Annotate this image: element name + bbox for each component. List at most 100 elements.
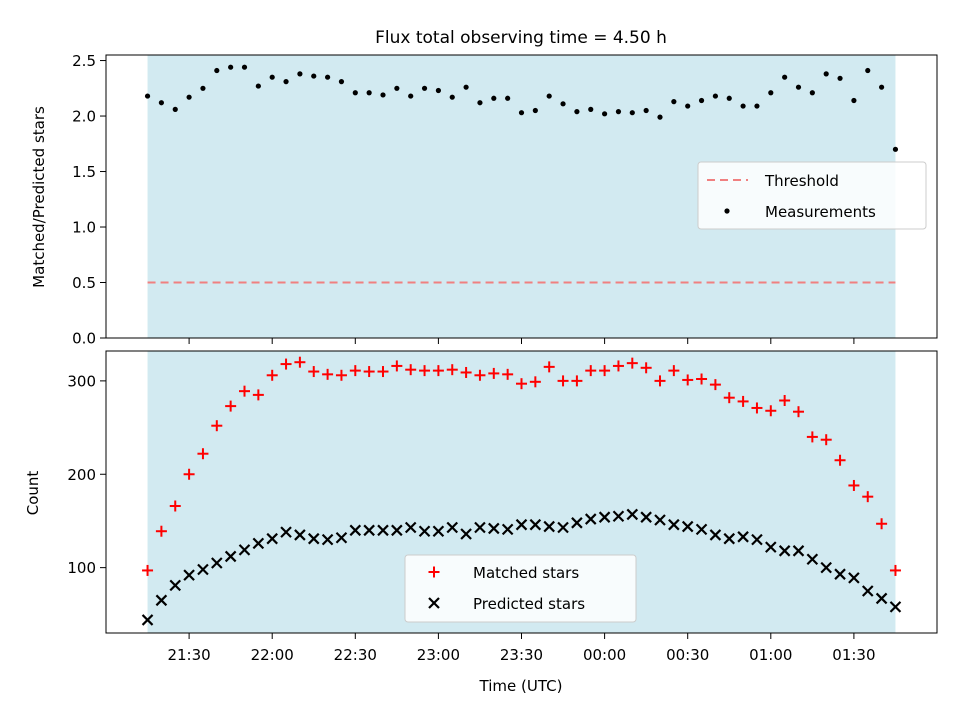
measurement-point (754, 103, 760, 109)
measurement-point (338, 79, 345, 85)
matched-star-point (876, 518, 888, 530)
ratio-y-axis-label: Matched/Predicted stars (30, 106, 48, 288)
x-axis-label: Time (UTC) (479, 677, 563, 695)
predicted-star-point (446, 521, 459, 534)
measurement-point (795, 84, 802, 90)
predicted-star-point (238, 544, 251, 556)
measurement-point (518, 110, 525, 116)
matched-star-point (377, 366, 389, 378)
predicted-star-point (557, 521, 569, 534)
predicted-star-point (640, 511, 652, 523)
matched-star-point (612, 360, 624, 372)
measurement-point (214, 67, 220, 74)
predicted-star-point (792, 545, 805, 557)
measurement-point (366, 90, 372, 96)
predicted-star-point (889, 601, 902, 613)
y-tick-label: 1.0 (72, 219, 96, 237)
measurement-point (241, 64, 248, 70)
x-tick-label: 22:30 (334, 646, 377, 664)
matched-star-point (820, 434, 832, 446)
matched-star-point (322, 368, 334, 380)
predicted-star-point (723, 532, 736, 545)
legend-matched-swatch (428, 566, 440, 578)
predicted-star-point (252, 537, 265, 550)
matched-star-point (723, 392, 735, 404)
measurement-point (255, 83, 261, 89)
matched-star-point (806, 431, 818, 443)
predicted-star-point (391, 524, 403, 537)
measurement-point (421, 85, 428, 91)
predicted-star-point (432, 525, 445, 537)
measurement-point (463, 84, 469, 90)
predicted-star-point (612, 510, 625, 523)
measurement-point (228, 64, 234, 70)
matched-star-point (682, 374, 694, 386)
matched-star-point (834, 454, 846, 466)
x-tick-label: 00:30 (666, 646, 709, 664)
predicted-star-point (820, 561, 832, 574)
count-legend-box (404, 554, 637, 623)
measurement-point (394, 85, 400, 91)
legend-predicted-swatch (428, 597, 440, 609)
measurement-point (172, 106, 178, 112)
matched-star-point (848, 479, 860, 491)
predicted-star-point (474, 521, 486, 534)
predicted-star-point (266, 532, 278, 545)
matched-star-point (516, 378, 527, 390)
matched-star-point (585, 365, 597, 377)
matched-star-point (779, 394, 791, 406)
predicted-star-point (737, 531, 749, 543)
matched-star-point (488, 367, 500, 379)
measurement-point (435, 87, 441, 94)
matched-star-point (252, 389, 264, 401)
predicted-star-point (321, 533, 334, 546)
measurement-point (449, 94, 455, 100)
measurement-point (491, 95, 497, 101)
measurement-point (892, 146, 899, 152)
matched-star-point (529, 376, 541, 388)
x-tick-label: 01:30 (832, 646, 875, 664)
measurement-point (768, 90, 774, 96)
legend-threshold-label: Threshold (764, 172, 839, 190)
matched-star-point (225, 400, 237, 412)
measurement-point (879, 84, 885, 90)
matched-star-point (474, 369, 486, 381)
matched-star-point (502, 368, 514, 380)
predicted-star-point (183, 569, 195, 581)
matched-star-point (211, 420, 223, 432)
y-tick-label: 100 (67, 559, 96, 577)
matched-star-point (654, 375, 666, 387)
predicted-star-point (861, 585, 874, 597)
measurement-point (380, 92, 386, 98)
y-tick-label: 200 (67, 466, 96, 484)
matched-star-point (308, 366, 320, 378)
matched-stars-series (142, 356, 901, 576)
matched-star-point (183, 468, 195, 480)
count-y-axis-label: Count (24, 471, 42, 516)
matched-star-point (142, 564, 154, 576)
matched-star-point (460, 366, 472, 378)
predicted-star-point (460, 528, 472, 540)
matched-star-point (432, 365, 444, 377)
matched-star-point (446, 364, 458, 376)
predicted-star-point (294, 529, 306, 541)
predicted-star-point (751, 533, 763, 546)
measurement-point (477, 100, 483, 106)
predicted-star-point (584, 513, 597, 525)
y-tick-label: 0.5 (72, 274, 96, 292)
matched-star-point (169, 500, 181, 512)
predicted-star-point (349, 524, 362, 537)
chart-title: Flux total observing time = 4.50 h (375, 28, 667, 48)
measurement-point (698, 97, 705, 104)
measurement-point (560, 101, 566, 107)
predicted-star-point (875, 592, 888, 605)
measurement-point (740, 103, 746, 109)
measurement-point (588, 106, 594, 112)
measurement-point (615, 109, 622, 115)
measurement-point (782, 74, 788, 80)
predicted-star-point (141, 614, 154, 626)
predicted-star-point (681, 520, 694, 533)
predicted-star-point (806, 553, 819, 566)
predicted-star-point (778, 545, 791, 557)
